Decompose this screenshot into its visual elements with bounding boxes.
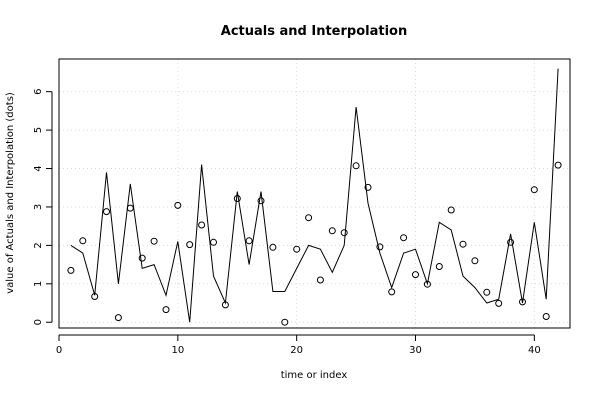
data-point — [186, 241, 194, 249]
data-point — [447, 206, 455, 214]
data-point — [67, 266, 75, 274]
y-tick-label: 0 — [33, 319, 44, 325]
data-point — [340, 229, 348, 237]
data-point — [328, 227, 336, 235]
data-point — [507, 238, 515, 246]
data-point — [221, 301, 229, 309]
gridlines — [58, 59, 570, 328]
data-point — [198, 221, 206, 229]
y-tick-label: 1 — [33, 281, 44, 287]
data-point — [495, 299, 503, 307]
data-point — [530, 186, 538, 194]
data-point — [138, 254, 146, 262]
actual-points — [67, 161, 562, 326]
data-point — [412, 271, 419, 279]
x-tick-label: 20 — [290, 345, 303, 356]
data-point — [423, 280, 431, 288]
chart-title: Actuals and Interpolation — [221, 24, 407, 39]
data-point — [245, 237, 253, 245]
data-point — [162, 306, 170, 314]
y-tick-label: 3 — [33, 204, 44, 210]
data-point — [257, 197, 265, 205]
data-point — [352, 162, 360, 170]
data-point — [79, 237, 87, 245]
data-point — [150, 237, 158, 245]
x-tick-label: 10 — [171, 345, 184, 356]
plot-frame — [58, 58, 571, 329]
y-tick-label: 4 — [33, 165, 44, 171]
data-point — [114, 314, 122, 322]
data-point — [400, 234, 408, 242]
x-tick-label: 0 — [56, 345, 62, 356]
data-point — [376, 243, 384, 251]
y-axis-label: value of Actuals and Interpolation (dots… — [5, 92, 16, 294]
axes: 0 10 20 30 40 0 1 2 3 4 5 6 — [33, 88, 541, 356]
data-point — [471, 257, 479, 265]
data-point — [91, 293, 99, 300]
data-point — [281, 318, 289, 326]
data-point — [519, 298, 526, 306]
data-point — [174, 201, 182, 209]
x-tick-label: 30 — [409, 345, 422, 356]
y-tick-label: 6 — [33, 88, 44, 94]
data-point — [483, 288, 491, 296]
data-point — [459, 240, 467, 248]
data-point — [305, 214, 313, 222]
data-point — [388, 288, 396, 296]
data-point — [233, 195, 241, 202]
data-point — [554, 161, 562, 169]
data-point — [293, 245, 301, 253]
data-point — [126, 204, 134, 212]
interpolation-line — [70, 68, 559, 323]
data-point — [316, 276, 324, 284]
y-tick-label: 2 — [33, 242, 44, 248]
data-point — [435, 263, 443, 270]
data-point — [364, 183, 372, 191]
data-point — [542, 313, 550, 320]
data-point — [269, 243, 277, 251]
x-axis-label: time or index — [281, 370, 348, 381]
x-tick-label: 40 — [528, 345, 541, 356]
y-tick-label: 5 — [33, 127, 44, 133]
data-point — [103, 208, 110, 216]
data-point — [210, 238, 217, 246]
